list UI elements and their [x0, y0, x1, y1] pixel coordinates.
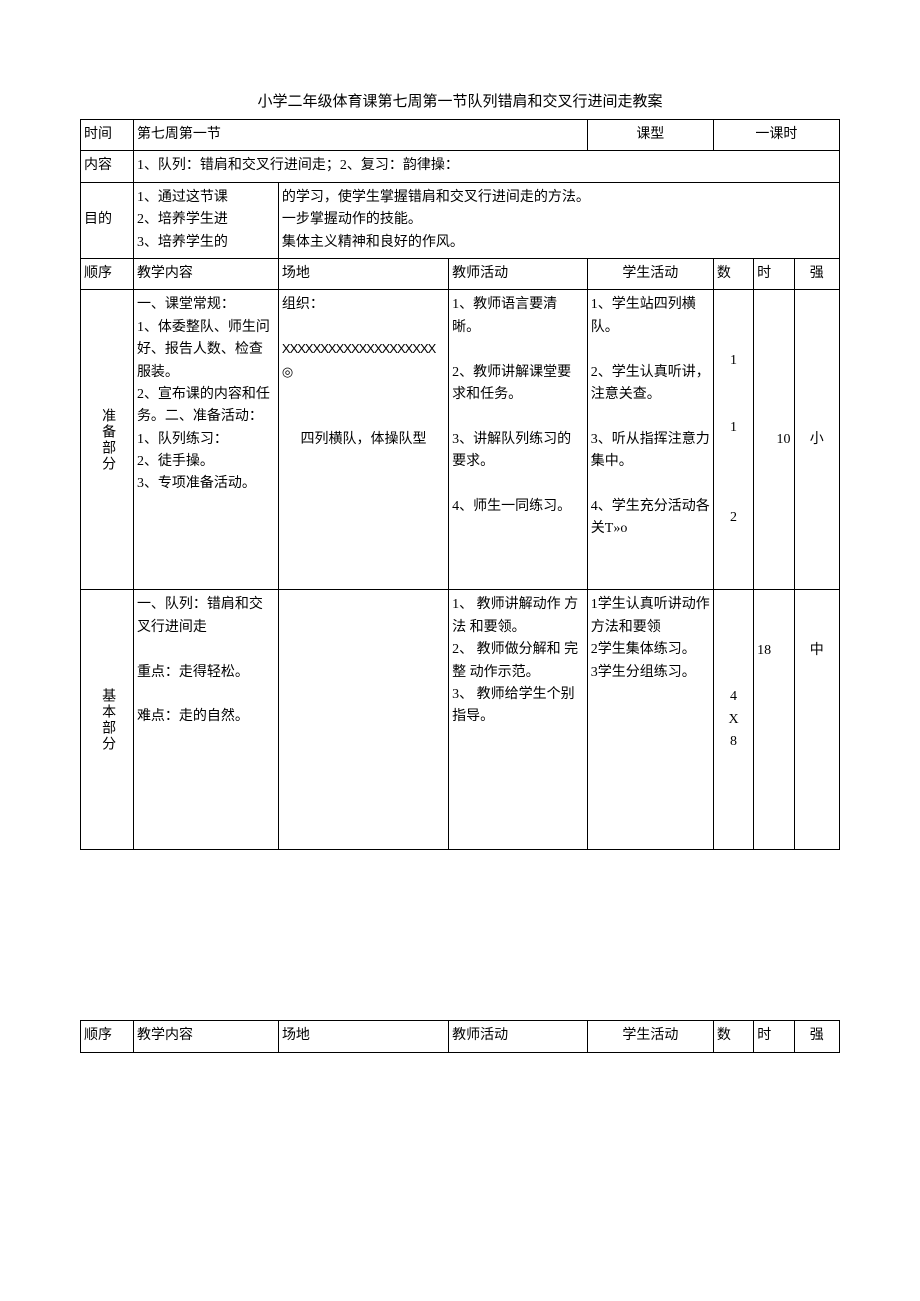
content-row: 内容 1、队列：错肩和交叉行进间走；2、复习：韵律操：	[81, 151, 840, 182]
col-time: 时	[754, 258, 794, 289]
content-label: 内容	[81, 151, 134, 182]
prep-time: 10	[754, 290, 794, 590]
col2-order: 顺序	[81, 1021, 134, 1052]
continuation-header-row: 顺序 教学内容 场地 教师活动 学生活动 数 时 强	[81, 1021, 840, 1052]
prep-venue: 组织： XXXXXXXXXXXXXXXXXXXX◎ 四列横队，体操队型	[278, 290, 448, 590]
col-teacher: 教师活动	[449, 258, 588, 289]
col-count: 数	[713, 258, 753, 289]
col2-venue: 场地	[278, 1021, 448, 1052]
time-value: 第七周第一节	[133, 120, 587, 151]
prep-count: 1 1 2	[713, 290, 753, 590]
prep-teacher: 1、教师语言要清晰。 2、教师讲解课堂要求和任务。 3、讲解队列练习的要求。 4…	[449, 290, 588, 590]
lesson-plan-table: 时间 第七周第一节 课型 一课时 内容 1、队列：错肩和交叉行进间走；2、复习：…	[80, 119, 840, 850]
prep-venue-top: 组织：	[282, 297, 324, 312]
basic-teacher: 1、 教师讲解动作 方 法 和要领。 2、 教师做分解和 完 整 动作示范。 3…	[449, 590, 588, 850]
col2-content: 教学内容	[133, 1021, 278, 1052]
basic-time: 18	[754, 590, 794, 850]
content-value: 1、队列：错肩和交叉行进间走；2、复习：韵律操：	[133, 151, 839, 182]
purpose-right: 的学习，使学生掌握错肩和交叉行进间走的方法。 一步掌握动作的技能。 集体主义精神…	[278, 182, 839, 258]
purpose-left: 1、通过这节课 2、培养学生进 3、培养学生的	[133, 182, 278, 258]
basic-venue	[278, 590, 448, 850]
purpose-row: 目的 1、通过这节课 2、培养学生进 3、培养学生的 的学习，使学生掌握错肩和交…	[81, 182, 840, 258]
col-order: 顺序	[81, 258, 134, 289]
col2-intensity: 强	[794, 1021, 839, 1052]
page-title: 小学二年级体育课第七周第一节队列错肩和交叉行进间走教案	[80, 90, 840, 111]
col2-time: 时	[754, 1021, 794, 1052]
continuation-header-table: 顺序 教学内容 场地 教师活动 学生活动 数 时 强	[80, 1020, 840, 1052]
column-header-row: 顺序 教学内容 场地 教师活动 学生活动 数 时 强	[81, 258, 840, 289]
basic-section-row: 基本部分 一、队列：错肩和交叉行进间走 重点：走得轻松。 难点：走的自然。 1、…	[81, 590, 840, 850]
basic-intensity: 中	[794, 590, 840, 850]
time-row: 时间 第七周第一节 课型 一课时	[81, 120, 840, 151]
col2-count: 数	[713, 1021, 753, 1052]
col2-student: 学生活动	[587, 1021, 713, 1052]
col-intensity: 强	[794, 258, 840, 289]
basic-content: 一、队列：错肩和交叉行进间走 重点：走得轻松。 难点：走的自然。	[133, 590, 278, 850]
prep-section-row: 准备部分 一、课堂常规： 1、体委整队、师生问好、报告人数、检查服装。 2、宣布…	[81, 290, 840, 590]
col2-teacher: 教师活动	[449, 1021, 588, 1052]
prep-label: 准备部分	[81, 290, 134, 590]
purpose-label: 目的	[81, 182, 134, 258]
class-type-value: 一课时	[713, 120, 839, 151]
prep-student: 1、学生站四列横队。 2、学生认真听讲，注意关查。 3、听从指挥注意力集中。 4…	[587, 290, 713, 590]
prep-intensity: 小	[794, 290, 840, 590]
class-type-label: 课型	[587, 120, 713, 151]
time-label: 时间	[81, 120, 134, 151]
col-content: 教学内容	[133, 258, 278, 289]
col-student: 学生活动	[587, 258, 713, 289]
prep-venue-x: XXXXXXXXXXXXXXXXXXXX◎	[282, 341, 435, 378]
basic-student: 1学生认真听讲动作方法和要领 2学生集体练习。 3学生分组练习。	[587, 590, 713, 850]
basic-count: 4 X 8	[713, 590, 753, 850]
col-venue: 场地	[278, 258, 448, 289]
prep-venue-bottom: 四列横队，体操队型	[282, 429, 445, 451]
prep-content: 一、课堂常规： 1、体委整队、师生问好、报告人数、检查服装。 2、宣布课的内容和…	[133, 290, 278, 590]
basic-label: 基本部分	[81, 590, 134, 850]
